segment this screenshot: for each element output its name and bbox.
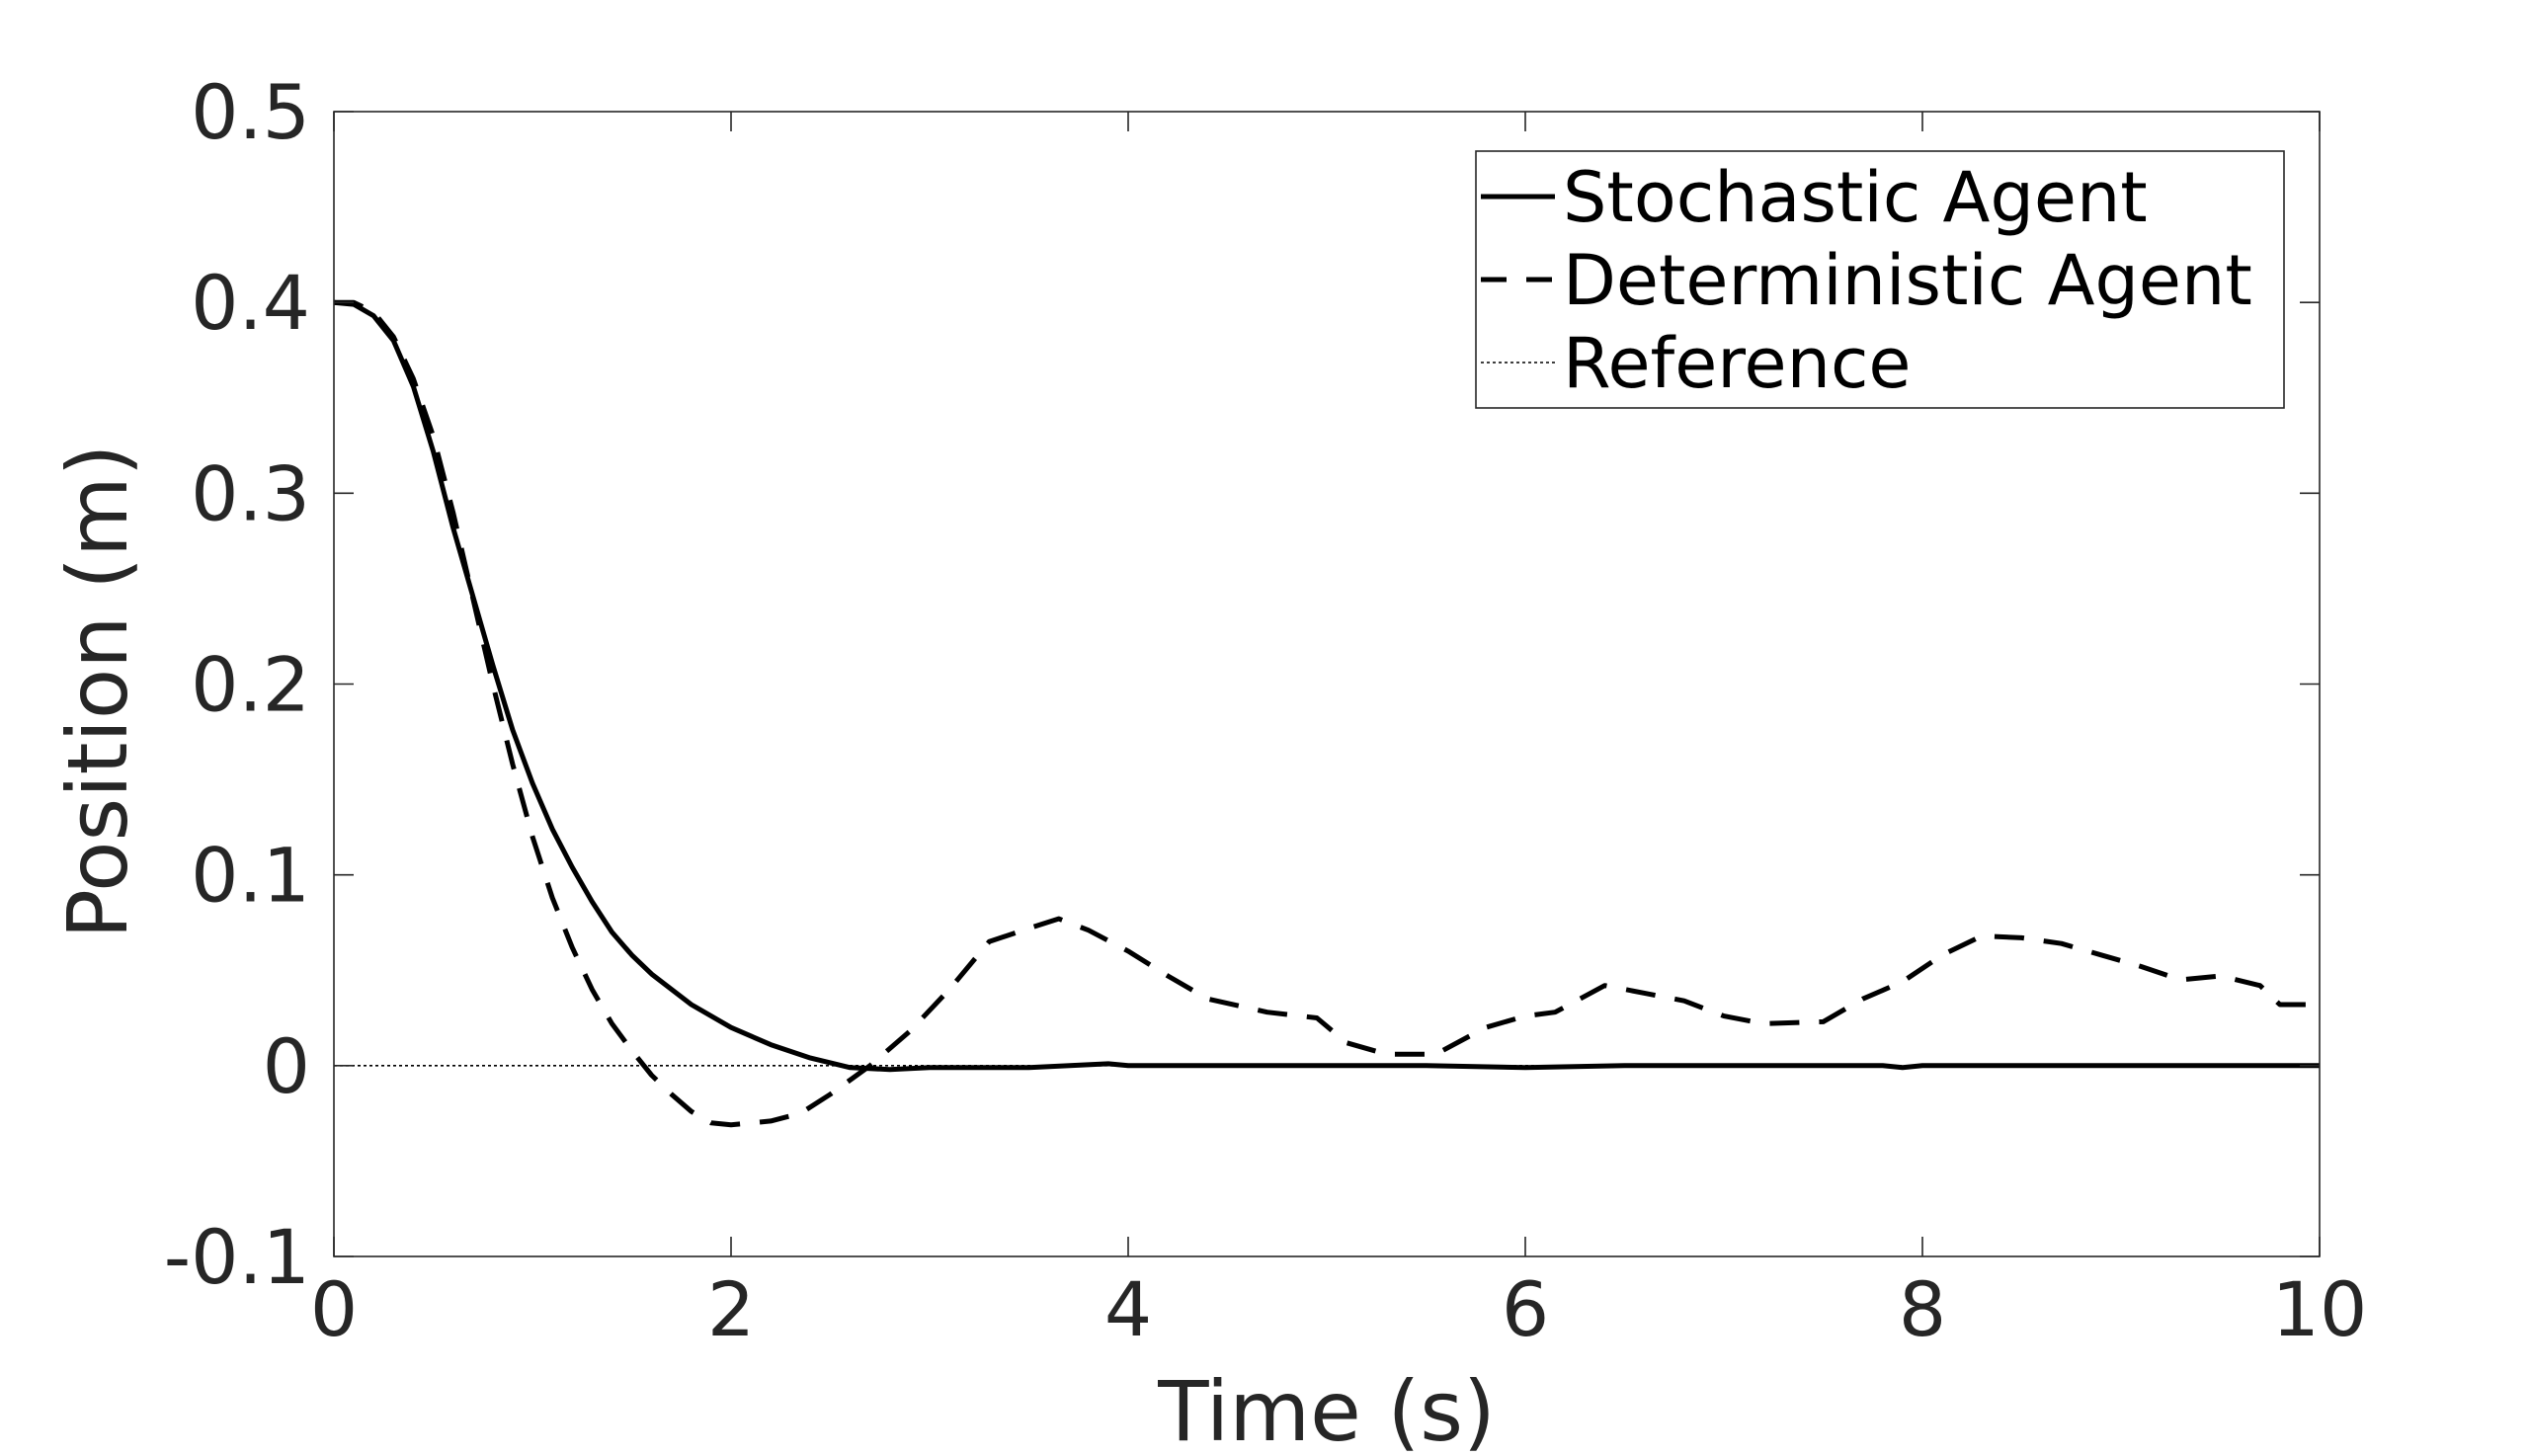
x-tick-label: 4 — [1104, 1265, 1152, 1353]
y-tick-label: 0.5 — [191, 68, 310, 156]
x-axis-title: Time (s) — [1157, 1363, 1496, 1456]
y-axis-title: Position (m) — [49, 444, 146, 938]
series-layer — [333, 299, 2320, 1128]
x-tick-label: 6 — [1502, 1265, 1549, 1353]
y-tick-label: 0.3 — [191, 449, 310, 537]
y-tick-label: 0 — [263, 1022, 310, 1110]
legend-label-stochastic-agent: Stochastic Agent — [1563, 157, 2148, 238]
series-line-deterministic-agent — [334, 299, 2320, 1128]
y-tick-label: -0.1 — [164, 1213, 310, 1301]
x-tick-label: 8 — [1899, 1265, 1946, 1353]
x-tick-label: 0 — [310, 1265, 358, 1353]
y-tick-label: 0.2 — [191, 641, 310, 729]
legend-label-deterministic-agent: Deterministic Agent — [1563, 240, 2252, 321]
y-tick-label: 0.4 — [191, 259, 310, 347]
x-tick-label: 10 — [2272, 1265, 2368, 1353]
y-tick-label: 0.1 — [191, 832, 310, 920]
legend-label-reference: Reference — [1563, 323, 1912, 404]
axes-layer: 0 2 4 6 8 10-0.100.10.20.30.40.5 — [164, 68, 2368, 1353]
x-tick-label: 2 — [707, 1265, 755, 1353]
legend-box — [1475, 150, 2285, 409]
